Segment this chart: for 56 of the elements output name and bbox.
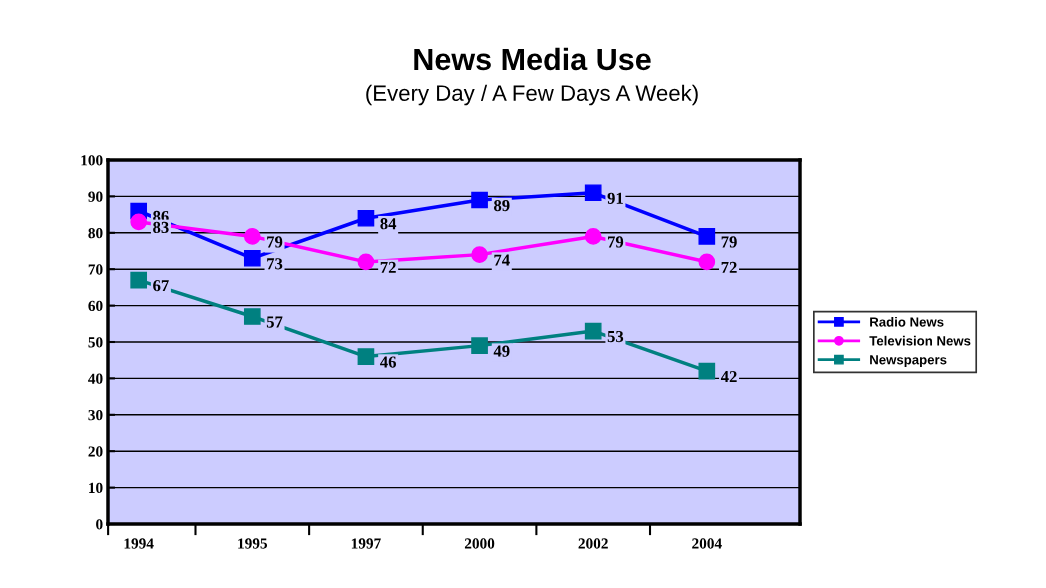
x-tick-label: 2000 bbox=[464, 538, 495, 549]
y-tick-label: 20 bbox=[88, 446, 103, 457]
y-tick-label: 0 bbox=[96, 519, 103, 530]
data-label: 84 bbox=[380, 218, 397, 230]
point bbox=[698, 228, 716, 245]
data-label: 89 bbox=[494, 199, 510, 212]
y-tick-label: 60 bbox=[88, 300, 103, 312]
y-tick-label: 90 bbox=[88, 191, 103, 202]
x-tick-label: 2002 bbox=[578, 538, 608, 549]
data-label: 79 bbox=[608, 236, 624, 248]
point bbox=[471, 246, 488, 263]
data-label: 83 bbox=[153, 221, 169, 233]
legend-label: Radio News bbox=[870, 316, 944, 327]
point bbox=[698, 362, 716, 380]
point bbox=[357, 253, 375, 271]
y-tick-label: 80 bbox=[88, 227, 103, 239]
y-tick-label: 70 bbox=[88, 264, 103, 275]
point bbox=[471, 337, 488, 354]
data-label: 91 bbox=[607, 192, 623, 204]
point bbox=[698, 253, 716, 271]
legend-label: Newspapers bbox=[870, 355, 947, 368]
point bbox=[243, 249, 261, 267]
data-label: 49 bbox=[493, 345, 510, 357]
data-label: 57 bbox=[266, 316, 283, 328]
data-label: 53 bbox=[607, 331, 624, 343]
x-tick-label: 2004 bbox=[692, 538, 722, 549]
point bbox=[130, 271, 148, 289]
data-label: 46 bbox=[380, 356, 397, 368]
point bbox=[357, 209, 375, 227]
data-label: 72 bbox=[380, 261, 396, 273]
chart-title: News Media Use bbox=[414, 47, 651, 71]
x-tick-label: 1997 bbox=[351, 538, 381, 549]
data-label: 67 bbox=[153, 280, 169, 292]
data-label: 79 bbox=[267, 236, 283, 248]
legend-label: Television News bbox=[869, 335, 971, 346]
point bbox=[243, 228, 261, 245]
data-label: 79 bbox=[721, 236, 737, 248]
y-tick-label: 100 bbox=[81, 155, 103, 166]
chart-subtitle: (Every Day / A Few Days A Week) bbox=[366, 84, 698, 106]
y-tick-label: 50 bbox=[88, 337, 103, 348]
data-label: 42 bbox=[720, 371, 737, 383]
point bbox=[130, 213, 148, 231]
y-tick-label: 40 bbox=[88, 373, 103, 384]
point bbox=[584, 184, 602, 202]
y-tick-label: 30 bbox=[88, 409, 103, 421]
x-tick-label: 1994 bbox=[124, 538, 154, 549]
data-label: 72 bbox=[721, 261, 737, 273]
point bbox=[584, 322, 602, 340]
data-label: 73 bbox=[267, 258, 283, 270]
data-label: 74 bbox=[494, 254, 510, 266]
point bbox=[584, 228, 602, 245]
y-tick-label: 10 bbox=[89, 482, 103, 494]
point bbox=[471, 191, 488, 209]
x-tick-label: 1995 bbox=[238, 538, 268, 549]
point bbox=[357, 348, 375, 365]
point bbox=[243, 308, 261, 325]
